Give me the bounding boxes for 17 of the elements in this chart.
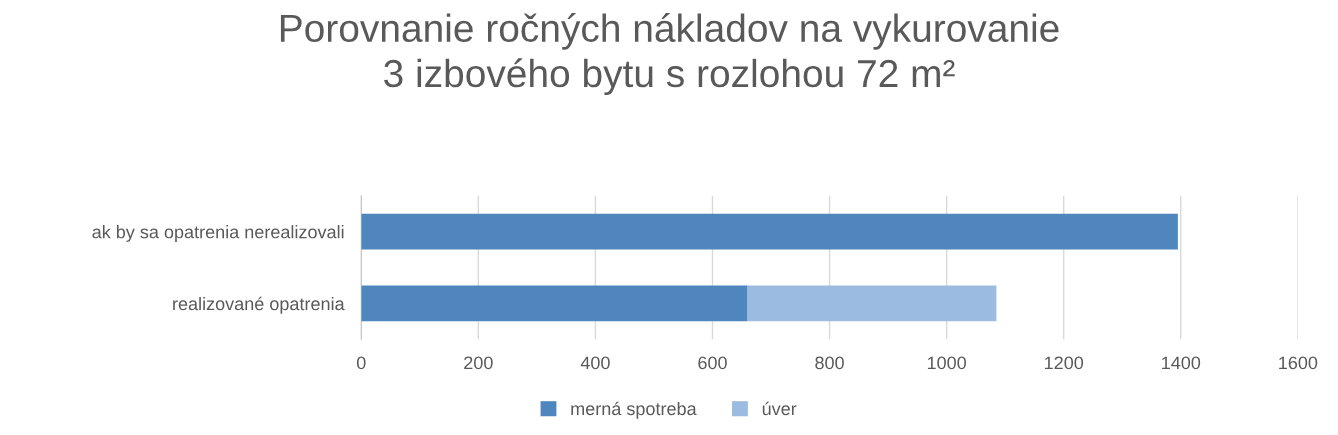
x-tick-label: 1000 <box>927 356 967 370</box>
legend-label: úver <box>762 401 797 416</box>
x-tick-label: 1600 <box>1279 356 1318 370</box>
x-tick-label: 800 <box>815 356 844 370</box>
x-tick-label: 1400 <box>1162 356 1201 370</box>
y-tick-label: realizované opatrenia <box>173 296 345 314</box>
x-tick-label: 400 <box>580 356 610 370</box>
chart-title: Porovnanie ročných nákladov na vykurovanie 3 izbového bytu s rozlohou 72 m² <box>280 13 1059 96</box>
x-tick-label: 0 <box>356 356 366 370</box>
bar <box>361 285 748 322</box>
bar <box>361 213 1178 250</box>
legend-label: merná spotreba <box>571 401 697 419</box>
x-tick-label: 1200 <box>1045 356 1084 370</box>
bar <box>747 285 997 322</box>
x-tick-label: 600 <box>698 356 727 370</box>
y-tick-label: ak by sa opatrenia nerealizovali <box>92 225 344 242</box>
x-tick-label: 200 <box>464 356 493 370</box>
